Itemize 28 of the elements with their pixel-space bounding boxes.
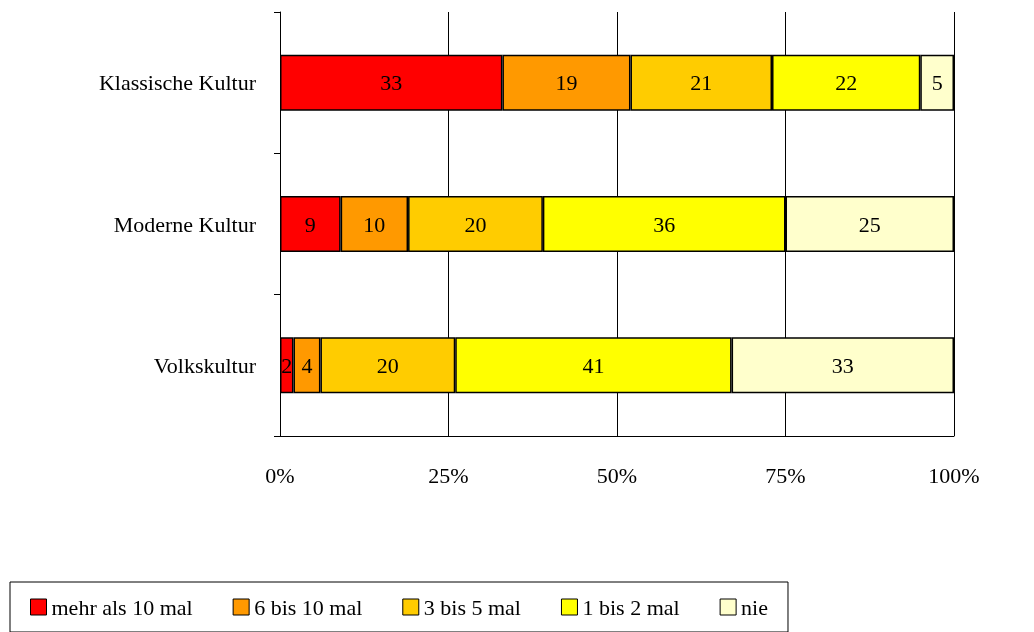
data-label: 20 [376, 352, 399, 378]
data-label: 41 [582, 352, 605, 378]
data-label: 2 [281, 352, 293, 378]
data-label: 36 [653, 211, 676, 237]
x-tick-label: 0% [265, 462, 295, 488]
x-tick-label: 25% [428, 462, 469, 488]
data-label: 22 [835, 70, 858, 96]
data-label: 25 [858, 211, 881, 237]
data-label: 5 [931, 70, 943, 96]
data-label: 4 [301, 352, 313, 378]
y-tick-label: Volkskultur [153, 352, 257, 378]
data-label: 33 [380, 70, 403, 96]
data-label: 10 [363, 211, 386, 237]
x-tick-label: 75% [765, 462, 806, 488]
legend-label: 1 bis 2 mal [582, 594, 680, 620]
data-label: 20 [464, 211, 487, 237]
y-tick-label: Klassische Kultur [98, 70, 257, 96]
legend-label: 6 bis 10 mal [254, 594, 363, 620]
legend-label: nie [741, 594, 769, 620]
legend-label: mehr als 10 mal [51, 594, 193, 620]
data-label: 9 [304, 211, 316, 237]
legend-label: 3 bis 5 mal [423, 594, 521, 620]
x-tick-label: 100% [928, 462, 980, 488]
data-label: 21 [690, 70, 713, 96]
data-label: 19 [555, 70, 578, 96]
data-label: 33 [831, 352, 854, 378]
x-tick-label: 50% [596, 462, 638, 488]
y-tick-label: Moderne Kultur [113, 211, 257, 237]
